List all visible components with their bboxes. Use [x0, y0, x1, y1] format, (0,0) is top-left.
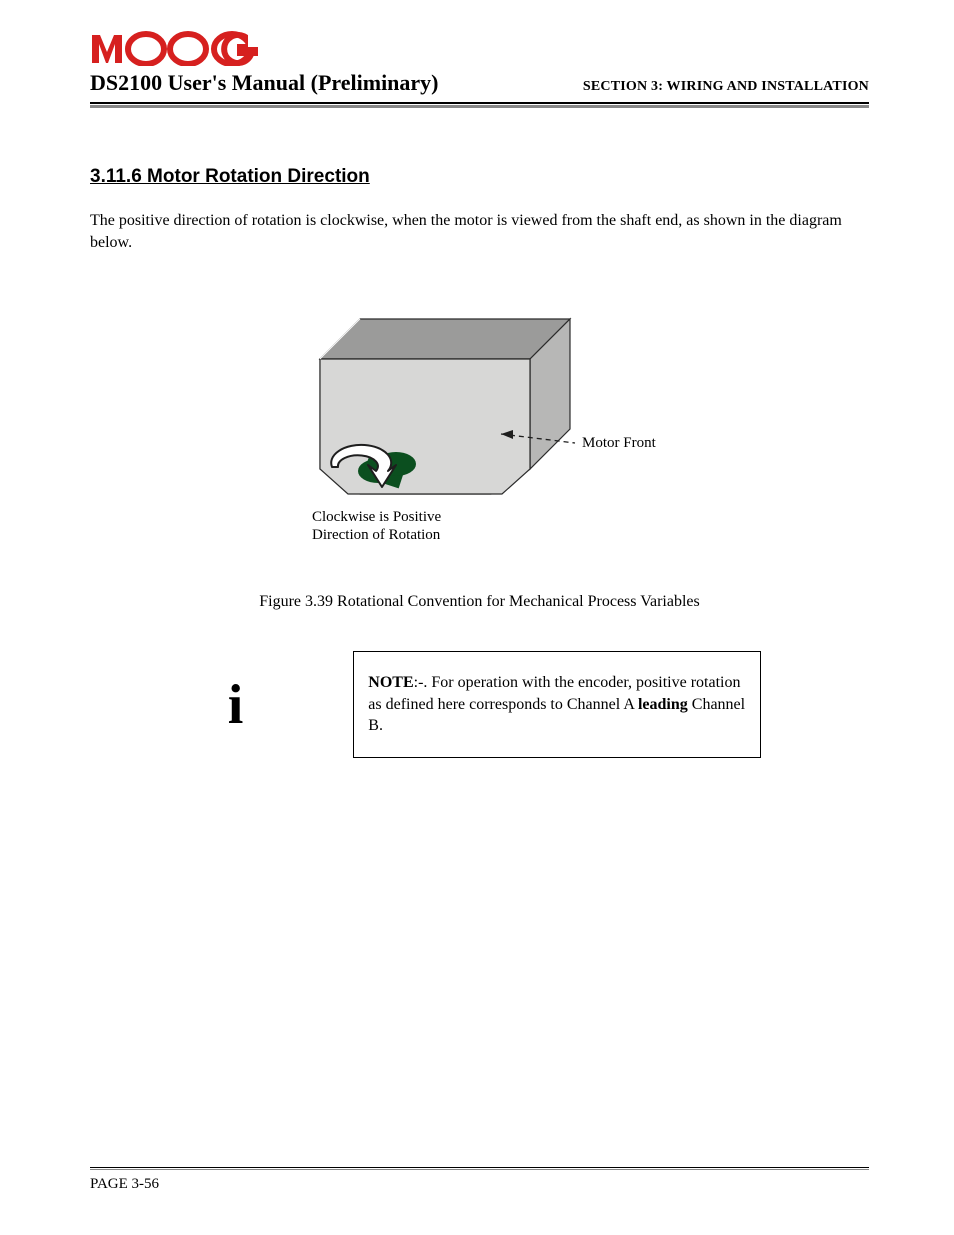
section-label: SECTION 3: WIRING AND INSTALLATION — [583, 79, 869, 95]
figure-caption: Figure 3.39 Rotational Convention for Me… — [259, 593, 700, 611]
header-rule — [90, 102, 869, 108]
section-heading: 3.11.6 Motor Rotation Direction — [90, 166, 869, 188]
page-number: PAGE 3-56 — [90, 1176, 869, 1193]
note-bold: leading — [638, 696, 688, 713]
moog-logo — [90, 30, 262, 66]
figure-wrap: Motor Front Clockwise is Positive Direct… — [90, 299, 869, 611]
motor-front-label: Motor Front — [582, 435, 657, 451]
note-box: NOTE:-. For operation with the encoder, … — [353, 651, 761, 758]
manual-title: DS2100 User's Manual (Preliminary) — [90, 70, 439, 96]
header-title-row: DS2100 User's Manual (Preliminary) SECTI… — [90, 70, 869, 96]
page-header: DS2100 User's Manual (Preliminary) SECTI… — [90, 30, 869, 108]
page-footer: PAGE 3-56 — [90, 1167, 869, 1193]
rotation-caption-line2: Direction of Rotation — [312, 527, 441, 543]
note-row: i NOTE:-. For operation with the encoder… — [90, 651, 869, 758]
rotation-caption-line1: Clockwise is Positive — [312, 509, 442, 525]
section-paragraph: The positive direction of rotation is cl… — [90, 210, 869, 253]
info-icon: i — [228, 677, 244, 733]
motor-diagram: Motor Front Clockwise is Positive Direct… — [270, 299, 690, 549]
page: DS2100 User's Manual (Preliminary) SECTI… — [0, 0, 954, 1235]
footer-rule — [90, 1167, 869, 1170]
note-prefix: NOTE — [368, 674, 413, 691]
